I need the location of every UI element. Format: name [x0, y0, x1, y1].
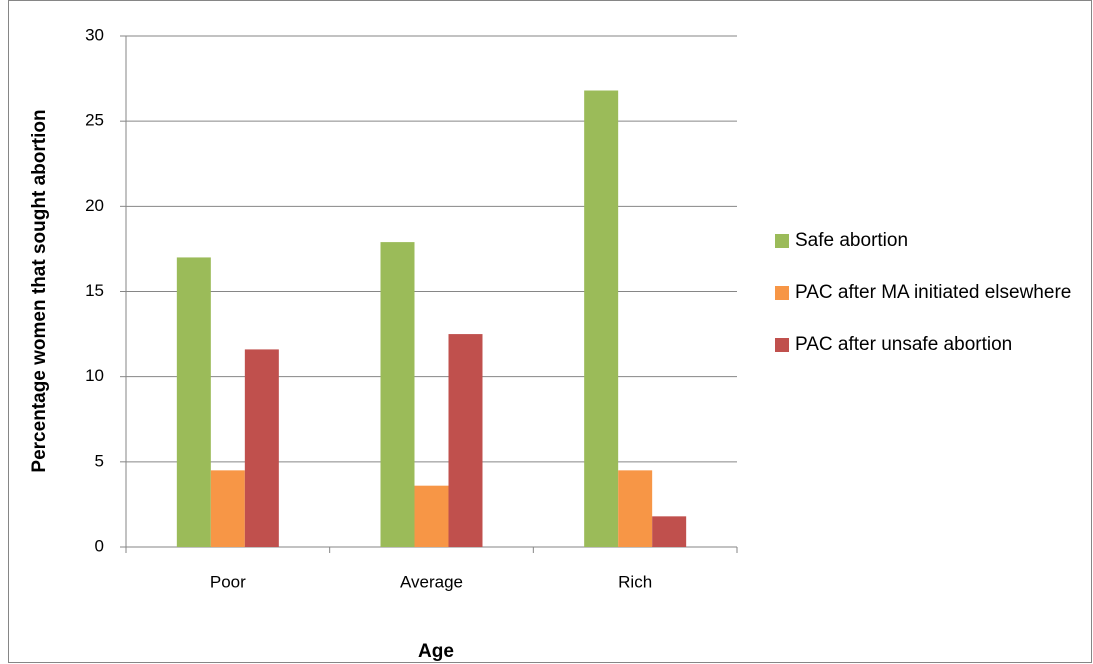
y-tick-label: 30: [85, 25, 104, 44]
y-tick-label: 10: [85, 366, 104, 385]
bar: [414, 485, 449, 547]
bar: [652, 516, 687, 547]
y-tick-label: 15: [85, 281, 104, 300]
bar: [210, 470, 245, 547]
y-tick-label: 25: [85, 111, 104, 130]
legend-item: PAC after unsafe abortion: [775, 332, 1075, 358]
bar: [618, 470, 653, 547]
legend-swatch: [775, 286, 789, 300]
legend-label: PAC after MA initiated elsewhere: [795, 282, 1072, 303]
legend-swatch: [775, 338, 789, 352]
legend-label: PAC after unsafe abortion: [795, 334, 1013, 355]
legend-item: Safe abortion: [775, 228, 1075, 254]
y-tick-label: 20: [85, 196, 104, 215]
x-tick-label: Rich: [618, 572, 652, 591]
bar: [584, 90, 619, 548]
bar: [176, 257, 211, 547]
legend-item: PAC after MA initiated elsewhere: [775, 280, 1075, 306]
bar: [244, 349, 279, 547]
x-tick-label: Average: [400, 572, 463, 591]
legend-label: Safe abortion: [795, 230, 909, 251]
x-axis-title: Age: [418, 641, 454, 662]
y-tick-label: 5: [95, 451, 104, 470]
chart-border: [8, 0, 1092, 663]
bar: [380, 242, 415, 547]
bar: [448, 334, 483, 547]
y-tick-label: 0: [95, 536, 104, 555]
legend: Safe abortion PAC after MA initiated else…: [775, 228, 1075, 384]
x-tick-label: Poor: [210, 572, 246, 591]
legend-swatch: [775, 234, 789, 248]
y-axis-title: Percentage women that sought abortion: [29, 109, 50, 472]
